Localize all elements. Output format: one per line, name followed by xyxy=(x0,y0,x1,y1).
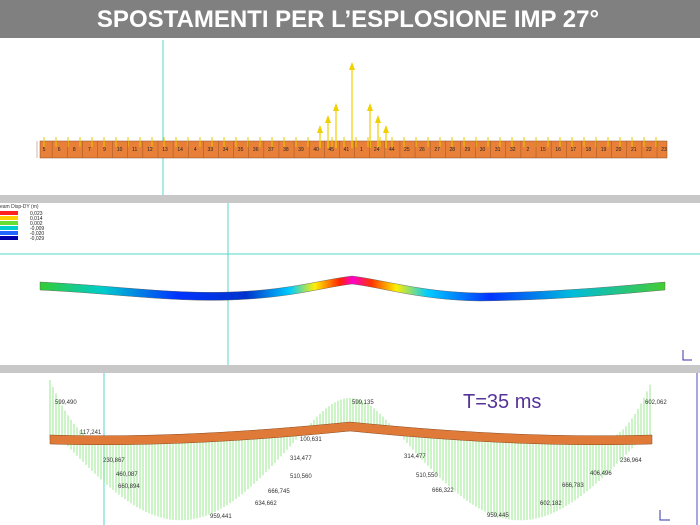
legend-swatch xyxy=(0,216,18,220)
node-label: 10 xyxy=(117,147,123,153)
legend-value: -0,020 xyxy=(30,231,44,237)
node-label: 11 xyxy=(132,147,137,153)
moment-label: 959,445 xyxy=(487,513,509,519)
node-label: 13 xyxy=(162,147,168,153)
moment-label: 634,662 xyxy=(255,501,277,507)
node-label: 18 xyxy=(586,147,592,153)
node-label: 23 xyxy=(661,147,667,153)
beam xyxy=(49,421,653,446)
node-label: 35 xyxy=(238,147,244,153)
node-label: 5 xyxy=(43,147,46,153)
arrow-head xyxy=(325,115,331,123)
node-label: 40 xyxy=(313,147,319,153)
node-label: 38 xyxy=(283,147,289,153)
moment-label: 100,631 xyxy=(300,437,322,443)
node-label: 9 xyxy=(103,147,106,153)
node-label: 24 xyxy=(374,147,380,153)
node-label: 25 xyxy=(404,147,410,153)
moment-label: 666,745 xyxy=(268,489,290,495)
node-label: 16 xyxy=(555,147,561,153)
arrow-head xyxy=(317,125,323,133)
node-label: 31 xyxy=(495,147,501,153)
separator xyxy=(0,365,700,373)
node-label: 27 xyxy=(434,147,440,153)
moment-label: 660,894 xyxy=(118,484,140,490)
node-label: 45 xyxy=(329,147,335,153)
moment-label: 236,964 xyxy=(620,458,642,464)
deformed-beam xyxy=(39,275,666,302)
moment-label: 599,135 xyxy=(352,400,374,406)
node-label: 7 xyxy=(88,147,91,153)
node-label: 44 xyxy=(389,147,395,153)
moment-label: 314,477 xyxy=(290,456,312,462)
node-label: 14 xyxy=(177,147,183,153)
node-label: 21 xyxy=(631,147,637,153)
node-label: 32 xyxy=(510,147,516,153)
legend-value: -0,029 xyxy=(30,236,44,242)
moment-label: 117,241 xyxy=(80,430,102,436)
node-label: 19 xyxy=(601,147,607,153)
moment-label: 959,441 xyxy=(210,514,232,520)
legend-title: eam Disp-DY (m) xyxy=(0,204,39,210)
moment-label: 666,322 xyxy=(432,488,454,494)
node-label: 30 xyxy=(480,147,486,153)
legend-swatch xyxy=(0,231,18,235)
arrow-head xyxy=(383,125,389,133)
node-label: 17 xyxy=(570,147,576,153)
node-label: 12 xyxy=(147,147,153,153)
node-label: 2 xyxy=(527,147,530,153)
moment-label: 599,490 xyxy=(55,400,77,406)
axis-icon xyxy=(659,510,670,521)
annotations: 599,490 117,241 230,867 460,087 660,894 959,4… xyxy=(55,400,667,520)
legend-value: -0,009 xyxy=(30,226,44,232)
time-label: T=35 ms xyxy=(463,391,541,413)
moment-label: 510,560 xyxy=(290,474,312,480)
legend-swatch xyxy=(0,211,18,215)
moment-label: 602,062 xyxy=(645,400,667,406)
node-label: 28 xyxy=(450,147,456,153)
legend-swatch xyxy=(0,236,18,240)
node-label: 36 xyxy=(253,147,259,153)
node-label: 15 xyxy=(540,147,546,153)
legend-swatch xyxy=(0,221,18,225)
arrow-head xyxy=(333,103,339,111)
node-label: 34 xyxy=(223,147,229,153)
node-label: 22 xyxy=(646,147,652,153)
legend-value: 0,014 xyxy=(30,216,43,222)
slide-title: SPOSTAMENTI PER L’ESPLOSIONE IMP 27° xyxy=(97,6,599,33)
node-label: 6 xyxy=(58,147,61,153)
arrow-head xyxy=(349,62,355,70)
legend-swatch xyxy=(0,226,18,230)
node-label: 37 xyxy=(268,147,274,153)
moment-label: 602,182 xyxy=(540,501,562,507)
moment-label: 230,867 xyxy=(103,458,125,464)
moment-label: 314,477 xyxy=(404,454,426,460)
axis-icon xyxy=(682,350,692,361)
arrow-head xyxy=(375,115,381,123)
title-bar xyxy=(0,0,700,38)
moment-label: 510,550 xyxy=(416,473,438,479)
moment-label: 406,496 xyxy=(590,471,612,477)
node-label: 8 xyxy=(73,147,76,153)
node-label: 20 xyxy=(616,147,622,153)
node-label: 26 xyxy=(419,147,425,153)
node-label: 1 xyxy=(360,147,363,153)
separator xyxy=(0,195,700,203)
arrow-head xyxy=(367,103,373,111)
legend-value: 0,023 xyxy=(30,211,43,217)
node-label: 33 xyxy=(208,147,214,153)
moment-label: 666,783 xyxy=(562,483,584,489)
node-label: 41 xyxy=(344,147,350,153)
moment-label: 460,087 xyxy=(116,472,138,478)
panel-loads xyxy=(0,40,700,195)
node-label: 39 xyxy=(298,147,304,153)
legend-value: 0,002 xyxy=(30,221,43,227)
node-label: 29 xyxy=(465,147,471,153)
node-label: 4 xyxy=(194,147,197,153)
beam xyxy=(39,140,668,159)
moment-diagram xyxy=(49,379,651,521)
